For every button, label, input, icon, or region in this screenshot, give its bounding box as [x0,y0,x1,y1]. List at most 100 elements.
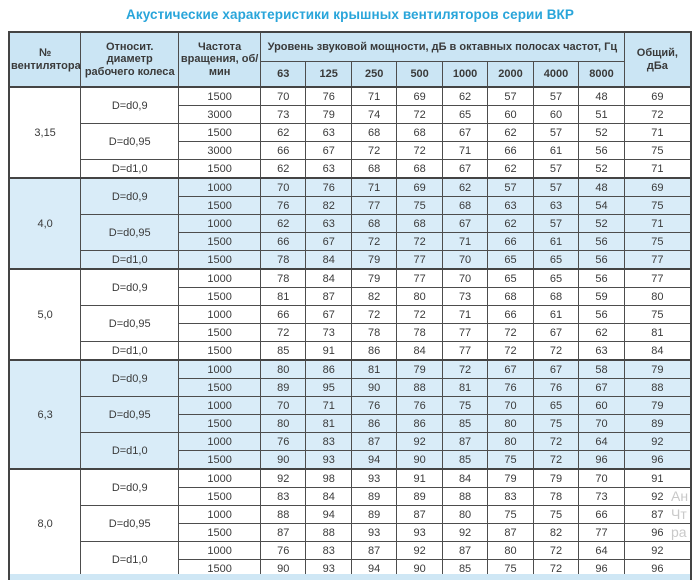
level-cell: 63 [305,159,352,179]
level-cell: 57 [532,177,580,197]
level-cell: 88 [441,487,489,506]
level-cell: 56 [578,250,625,270]
rpm-cell: 3000 [178,141,262,160]
rpm-cell: 1500 [178,450,262,470]
fan-number-cell: 6,3 [8,359,82,470]
rpm-cell: 1500 [178,523,262,542]
level-cell: 67 [305,305,352,324]
rpm-cell: 1000 [178,268,262,288]
level-cell: 70 [441,250,489,270]
table-row: 1500 76 82 77 75 68 63 63 54 75 [9,196,692,215]
level-cell: 66 [578,505,625,524]
level-cell: 72 [396,141,443,160]
level-cell: 77 [441,341,489,361]
total-cell: 92 [623,487,692,506]
level-cell: 81 [260,287,307,306]
header-band-250: 250 [350,61,398,88]
level-cell: 87 [305,287,352,306]
level-cell: 78 [260,268,307,288]
level-cell: 84 [396,341,443,361]
level-cell: 75 [396,196,443,215]
level-cell: 59 [578,287,625,306]
level-cell: 69 [396,86,443,106]
fan-number-cell: 5,0 [8,268,82,361]
rpm-cell: 1500 [178,559,262,579]
level-cell: 48 [578,86,625,106]
level-cell: 94 [350,559,398,579]
rpm-cell: 1500 [178,232,262,251]
level-cell: 67 [441,159,489,179]
table-row: 1500 81 87 82 80 73 68 68 59 80 [9,287,692,306]
level-cell: 66 [260,141,307,160]
level-cell: 81 [441,378,489,397]
level-cell: 83 [260,487,307,506]
level-cell: 79 [532,468,580,488]
table-row: D=d0,95 1000 70 71 76 76 75 70 65 60 79 [9,396,692,433]
level-cell: 72 [532,432,580,451]
total-cell: 81 [623,323,692,342]
table-row: 8,0 D=d0,9 1000 92 98 93 91 84 79 79 70 91 [8,468,692,579]
level-cell: 79 [305,105,352,124]
level-cell: 57 [487,177,534,197]
total-cell: 69 [623,86,692,106]
rpm-cell: 1500 [178,414,262,433]
table-row: 3000 73 79 74 72 65 60 60 51 72 [9,105,692,124]
level-cell: 67 [441,214,489,233]
level-cell: 89 [396,487,443,506]
level-cell: 95 [305,378,352,397]
table-row: D=d1,0 1000 76 83 87 92 87 80 72 64 92 [9,432,692,470]
table-row: D=d1,0 1500 78 84 79 77 70 65 65 56 77 [9,250,692,270]
level-cell: 65 [441,105,489,124]
fan-number-cell: 8,0 [8,468,82,579]
level-cell: 83 [305,541,352,560]
rpm-cell: 1000 [178,214,262,233]
rpm-cell: 3000 [178,105,262,124]
level-cell: 69 [396,177,443,197]
level-cell: 75 [487,505,534,524]
level-cell: 76 [260,541,307,560]
level-cell: 87 [350,541,398,560]
level-cell: 66 [487,141,534,160]
level-cell: 79 [350,268,398,288]
rpm-cell: 1000 [178,305,262,324]
level-cell: 67 [305,141,352,160]
level-cell: 87 [260,523,307,542]
level-cell: 84 [305,268,352,288]
level-cell: 62 [487,123,534,142]
level-cell: 67 [532,359,580,379]
level-cell: 87 [441,541,489,560]
level-cell: 60 [487,105,534,124]
fan-number-cell: 3,15 [8,86,82,179]
level-cell: 85 [260,341,307,361]
total-cell: 75 [623,305,692,324]
level-cell: 57 [532,86,580,106]
level-cell: 65 [532,396,580,415]
level-cell: 70 [260,177,307,197]
header-band-125: 125 [305,61,352,88]
level-cell: 71 [305,396,352,415]
level-cell: 76 [396,396,443,415]
total-cell: 71 [623,214,692,233]
level-cell: 72 [532,341,580,361]
level-cell: 76 [305,86,352,106]
level-cell: 61 [532,232,580,251]
rpm-cell: 1500 [178,86,262,106]
level-cell: 68 [350,123,398,142]
level-cell: 72 [350,305,398,324]
level-cell: 84 [441,468,489,488]
level-cell: 62 [441,177,489,197]
total-cell: 77 [623,268,692,288]
rpm-cell: 1500 [178,378,262,397]
diameter-cell: D=d0,95 [80,505,180,542]
table-row: D=d0,95 1000 66 67 72 72 71 66 61 56 75 [9,305,692,342]
total-cell: 92 [623,432,692,451]
level-cell: 58 [578,359,625,379]
level-cell: 62 [578,323,625,342]
level-cell: 61 [532,141,580,160]
level-cell: 76 [350,396,398,415]
rpm-cell: 1500 [178,341,262,361]
header-band-500: 500 [396,61,443,88]
rpm-cell: 1000 [178,396,262,415]
level-cell: 70 [260,86,307,106]
level-cell: 96 [578,559,625,579]
